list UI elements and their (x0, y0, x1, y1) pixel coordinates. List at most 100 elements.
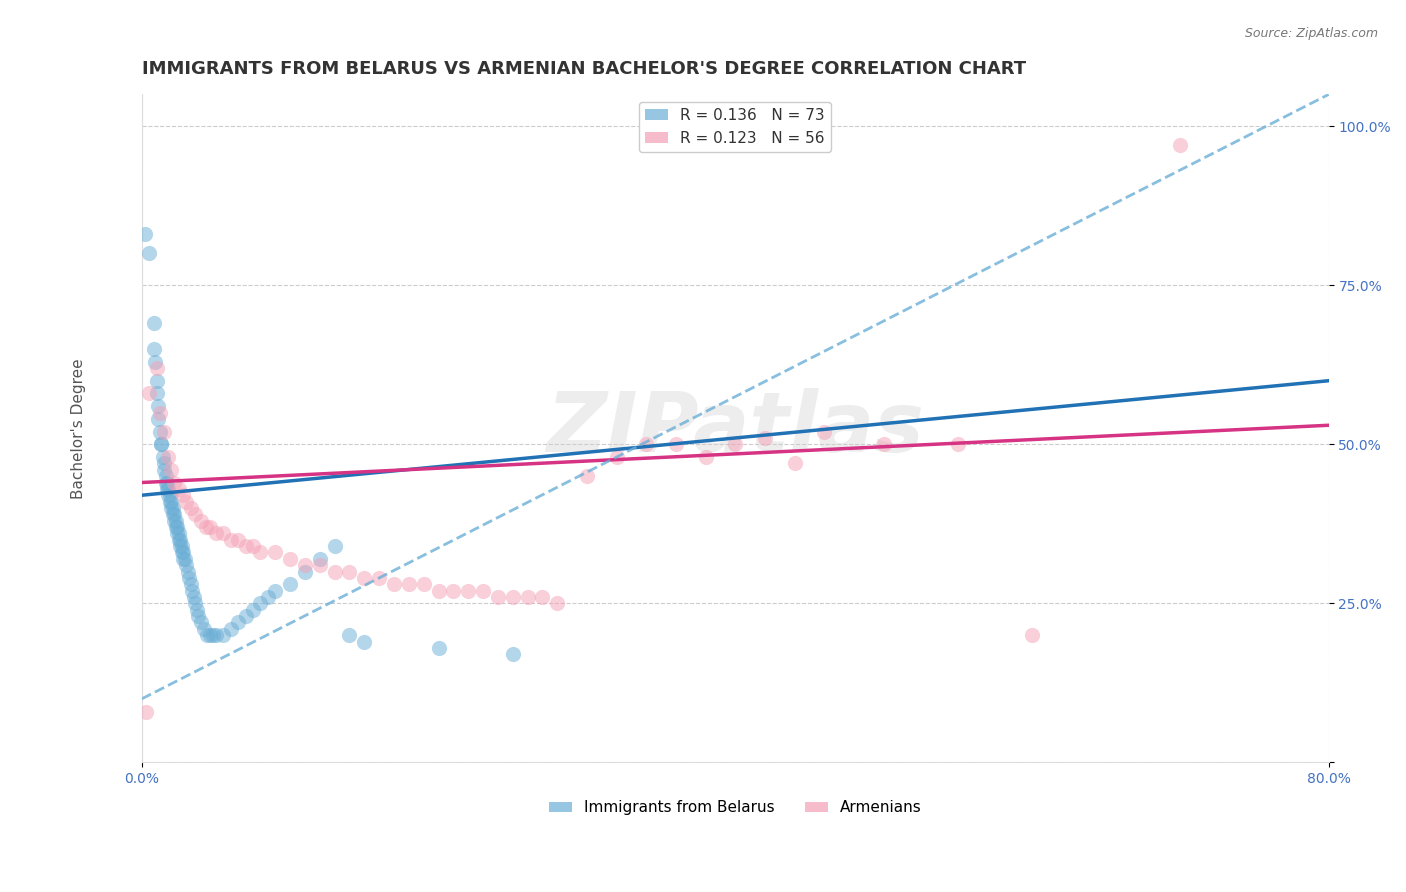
Immigrants from Belarus (170, 545, 193, 559)
Armenians (546, 596, 568, 610)
Immigrants from Belarus (181, 583, 204, 598)
Immigrants from Belarus (142, 317, 165, 331)
Immigrants from Belarus (169, 533, 191, 547)
Immigrants from Belarus (198, 628, 221, 642)
Armenians (368, 571, 391, 585)
Armenians (398, 577, 420, 591)
Immigrants from Belarus (170, 539, 193, 553)
Immigrants from Belarus (163, 514, 186, 528)
Y-axis label: Bachelor's Degree: Bachelor's Degree (72, 358, 86, 499)
Immigrants from Belarus (339, 628, 361, 642)
Immigrants from Belarus (190, 615, 212, 630)
Immigrants from Belarus (257, 590, 280, 604)
Immigrants from Belarus (323, 539, 346, 553)
Immigrants from Belarus (242, 603, 264, 617)
Text: ZIPatlas: ZIPatlas (547, 388, 924, 469)
Immigrants from Belarus (186, 603, 208, 617)
Immigrants from Belarus (145, 374, 167, 388)
Armenians (531, 590, 554, 604)
Armenians (294, 558, 316, 573)
Armenians (278, 552, 301, 566)
Armenians (412, 577, 434, 591)
Armenians (219, 533, 242, 547)
Armenians (382, 577, 405, 591)
Immigrants from Belarus (159, 488, 181, 502)
Immigrants from Belarus (153, 463, 176, 477)
Armenians (606, 450, 628, 464)
Immigrants from Belarus (502, 648, 524, 662)
Armenians (184, 508, 207, 522)
Immigrants from Belarus (165, 514, 187, 528)
Immigrants from Belarus (226, 615, 249, 630)
Immigrants from Belarus (264, 583, 287, 598)
Immigrants from Belarus (249, 596, 271, 610)
Armenians (198, 520, 221, 534)
Immigrants from Belarus (162, 508, 184, 522)
Armenians (1021, 628, 1043, 642)
Immigrants from Belarus (193, 622, 215, 636)
Armenians (502, 590, 524, 604)
Immigrants from Belarus (179, 571, 201, 585)
Armenians (149, 405, 172, 419)
Immigrants from Belarus (180, 577, 202, 591)
Armenians (323, 565, 346, 579)
Armenians (160, 463, 183, 477)
Immigrants from Belarus (145, 386, 167, 401)
Immigrants from Belarus (177, 565, 200, 579)
Armenians (695, 450, 717, 464)
Armenians (1168, 138, 1191, 153)
Armenians (486, 590, 509, 604)
Armenians (516, 590, 538, 604)
Armenians (145, 361, 167, 376)
Immigrants from Belarus (146, 399, 169, 413)
Armenians (249, 545, 271, 559)
Immigrants from Belarus (278, 577, 301, 591)
Armenians (135, 705, 157, 719)
Armenians (172, 488, 194, 502)
Armenians (226, 533, 249, 547)
Immigrants from Belarus (167, 526, 190, 541)
Immigrants from Belarus (159, 494, 181, 508)
Immigrants from Belarus (173, 552, 195, 566)
Armenians (946, 437, 969, 451)
Immigrants from Belarus (155, 475, 177, 490)
Text: IMMIGRANTS FROM BELARUS VS ARMENIAN BACHELOR'S DEGREE CORRELATION CHART: IMMIGRANTS FROM BELARUS VS ARMENIAN BACH… (142, 60, 1026, 78)
Armenians (339, 565, 361, 579)
Immigrants from Belarus (176, 558, 198, 573)
Immigrants from Belarus (160, 500, 183, 515)
Immigrants from Belarus (172, 552, 194, 566)
Immigrants from Belarus (165, 520, 187, 534)
Immigrants from Belarus (134, 227, 156, 242)
Immigrants from Belarus (156, 475, 179, 490)
Immigrants from Belarus (138, 246, 160, 260)
Armenians (138, 386, 160, 401)
Immigrants from Belarus (143, 354, 166, 368)
Armenians (194, 520, 217, 534)
Armenians (872, 437, 894, 451)
Armenians (754, 431, 776, 445)
Armenians (242, 539, 264, 553)
Immigrants from Belarus (195, 628, 218, 642)
Armenians (157, 450, 180, 464)
Immigrants from Belarus (150, 437, 173, 451)
Immigrants from Belarus (155, 469, 177, 483)
Armenians (308, 558, 330, 573)
Immigrants from Belarus (167, 533, 190, 547)
Immigrants from Belarus (142, 342, 165, 356)
Armenians (575, 469, 598, 483)
Immigrants from Belarus (427, 640, 450, 655)
Armenians (353, 571, 375, 585)
Armenians (212, 526, 235, 541)
Armenians (441, 583, 464, 598)
Armenians (235, 539, 257, 553)
Immigrants from Belarus (172, 545, 194, 559)
Armenians (636, 437, 658, 451)
Immigrants from Belarus (212, 628, 235, 642)
Immigrants from Belarus (156, 482, 179, 496)
Immigrants from Belarus (157, 482, 180, 496)
Armenians (472, 583, 495, 598)
Armenians (163, 475, 186, 490)
Armenians (153, 425, 176, 439)
Immigrants from Belarus (157, 488, 180, 502)
Immigrants from Belarus (183, 590, 205, 604)
